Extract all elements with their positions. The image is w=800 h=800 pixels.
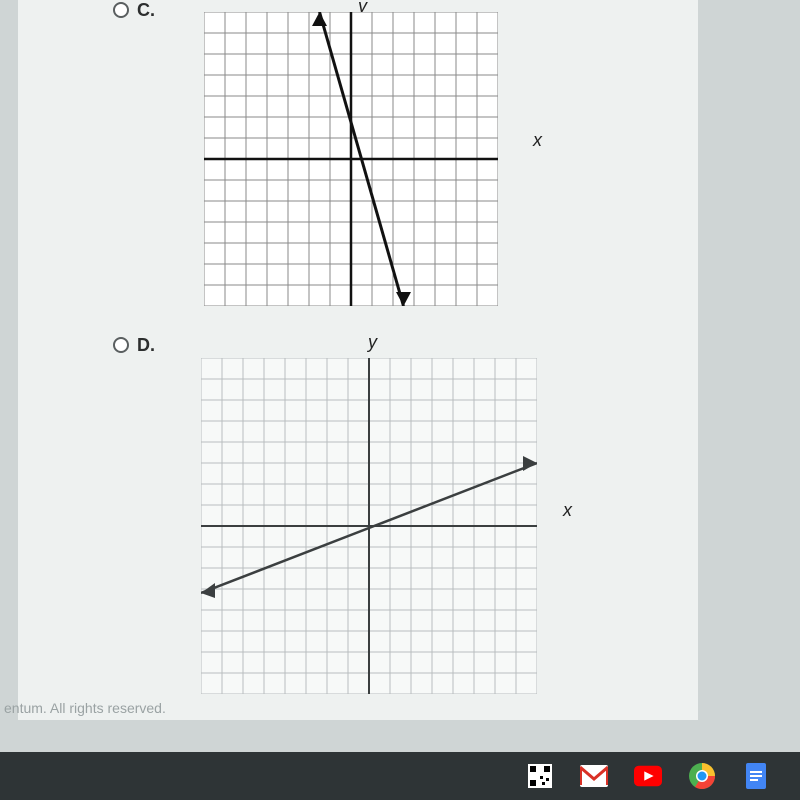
option-c-row[interactable]: C. (113, 0, 155, 21)
radio-c[interactable] (113, 2, 129, 18)
option-d-row[interactable]: D. (113, 335, 155, 356)
graph-c-x-label: x (533, 130, 542, 151)
taskbar (0, 752, 800, 800)
option-d-label: D. (137, 335, 155, 356)
quiz-content: C. y x D. y x (18, 0, 698, 720)
chrome-icon[interactable] (688, 762, 716, 790)
option-c-label: C. (137, 0, 155, 21)
graph-d-y-label: y (368, 332, 377, 353)
graph-d-x-label: x (563, 500, 572, 521)
youtube-icon[interactable] (634, 762, 662, 790)
radio-d[interactable] (113, 337, 129, 353)
qr-icon[interactable] (526, 762, 554, 790)
copyright-footer: entum. All rights reserved. (0, 700, 166, 716)
graph-d (201, 358, 537, 694)
docs-icon[interactable] (742, 762, 770, 790)
graph-c (204, 12, 498, 306)
gmail-icon[interactable] (580, 762, 608, 790)
